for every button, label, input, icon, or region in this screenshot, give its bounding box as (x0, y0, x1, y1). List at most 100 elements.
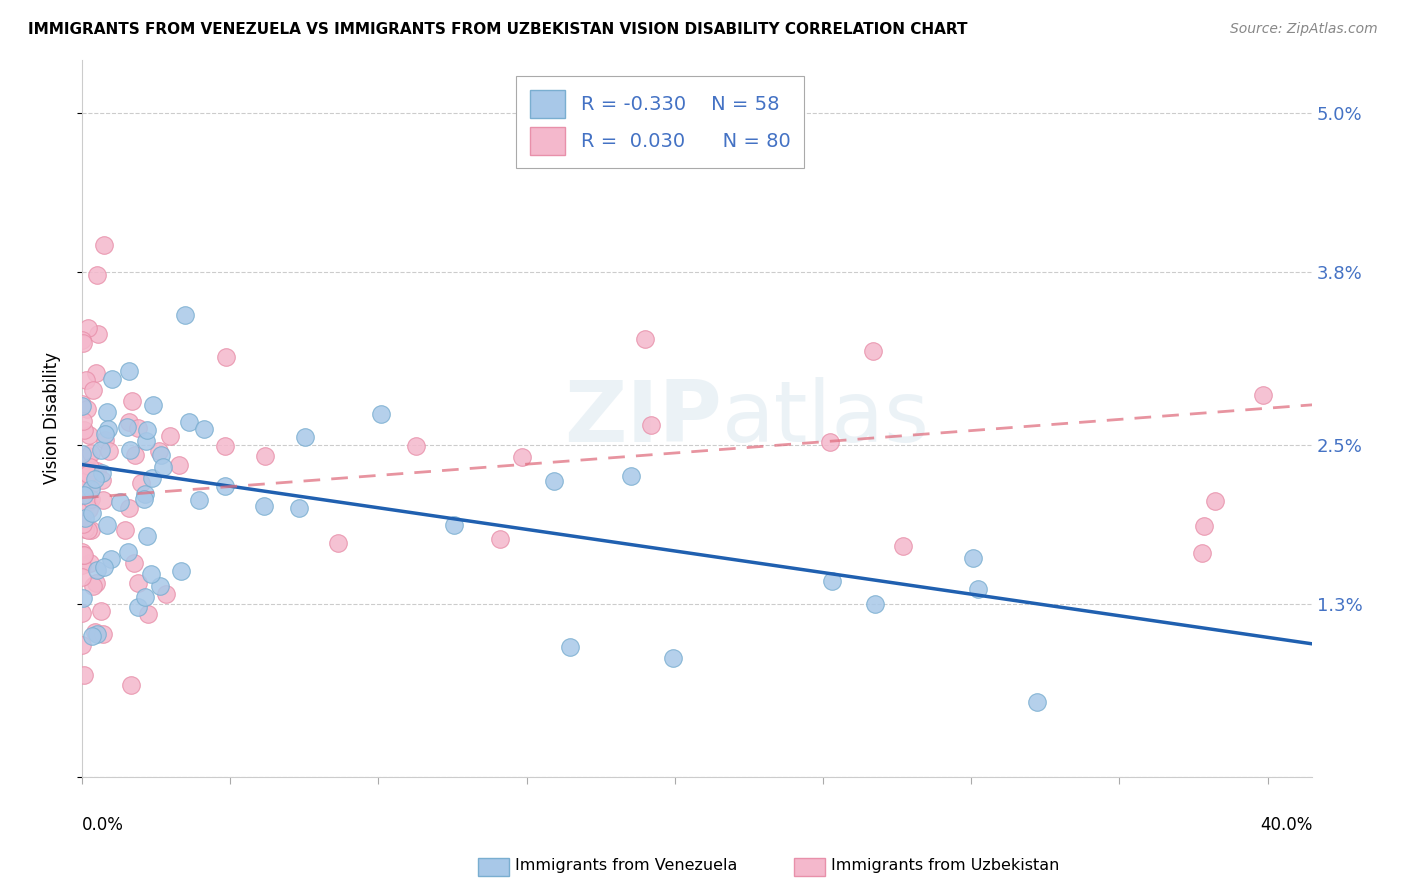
Point (96, 517, 118, 532)
Point (962, 551, 984, 566)
Point (70, 606, 93, 620)
Point (82, 506, 104, 520)
Point (73, 668, 96, 682)
Point (136, 529, 159, 543)
Point (82, 383, 104, 397)
Point (72, 414, 94, 428)
Point (127, 575, 149, 590)
Point (77, 449, 100, 463)
Point (152, 460, 174, 475)
Point (443, 517, 465, 532)
Point (188, 493, 211, 508)
Point (80, 445, 103, 459)
Point (149, 448, 172, 462)
Point (77, 501, 100, 516)
Point (73, 423, 96, 437)
Point (77, 467, 100, 481)
Point (135, 434, 157, 448)
Point (135, 423, 157, 437)
Point (77, 321, 100, 335)
Point (124, 448, 146, 462)
Point (662, 650, 685, 665)
Point (620, 469, 643, 483)
Point (177, 415, 200, 429)
Point (254, 450, 277, 464)
Point (149, 579, 172, 593)
Point (87, 326, 110, 341)
Point (155, 587, 177, 601)
Point (90, 604, 112, 618)
Point (98, 443, 121, 458)
Point (70, 447, 93, 461)
Point (72, 544, 94, 558)
Point (84, 576, 107, 591)
Point (1251, 387, 1274, 401)
Point (100, 551, 122, 566)
Point (80, 629, 103, 643)
Y-axis label: Vision Disability: Vision Disability (44, 352, 60, 484)
Point (86, 465, 108, 479)
Point (818, 434, 841, 449)
Point (86, 627, 108, 641)
Point (215, 350, 238, 364)
Point (127, 599, 149, 614)
Point (142, 398, 165, 412)
Point (405, 439, 427, 453)
Point (82, 476, 104, 491)
Point (489, 532, 512, 546)
Point (170, 564, 193, 578)
Point (70, 468, 93, 483)
Point (862, 344, 884, 359)
Point (70, 570, 93, 584)
Point (101, 371, 124, 385)
Point (93, 427, 115, 442)
Point (77, 467, 100, 482)
Point (80, 472, 103, 486)
Point (821, 574, 844, 589)
Point (115, 420, 138, 434)
Point (72, 333, 94, 347)
Point (118, 501, 141, 516)
Point (214, 439, 236, 453)
Text: Immigrants from Venezuela: Immigrants from Venezuela (515, 858, 737, 872)
Point (70, 638, 93, 652)
Text: atlas: atlas (721, 376, 929, 459)
Text: ZIP: ZIP (564, 376, 721, 459)
Point (70, 558, 93, 573)
Point (134, 591, 156, 605)
Point (370, 407, 392, 421)
Point (1204, 493, 1226, 508)
Point (134, 487, 156, 501)
Point (94, 433, 117, 447)
Point (84, 366, 107, 380)
Point (108, 494, 131, 508)
Point (73, 488, 96, 502)
Point (634, 332, 657, 346)
Point (141, 471, 163, 485)
Point (72, 548, 94, 562)
Point (966, 582, 988, 597)
Point (893, 539, 915, 553)
Point (543, 475, 565, 489)
Point (84, 471, 107, 485)
Point (86, 563, 108, 577)
Point (253, 499, 276, 513)
Point (80, 491, 103, 506)
Point (141, 566, 163, 581)
Point (70, 397, 93, 411)
Point (80, 483, 103, 497)
Point (159, 429, 181, 443)
Point (93, 560, 115, 574)
Point (72, 516, 94, 531)
Point (90, 442, 112, 457)
Point (136, 607, 159, 621)
Point (328, 536, 350, 550)
Point (73, 510, 96, 524)
Point (640, 417, 662, 432)
Legend: R = -0.330    N = 58, R =  0.030      N = 80: R = -0.330 N = 58, R = 0.030 N = 80 (516, 77, 804, 169)
Text: Immigrants from Uzbekistan: Immigrants from Uzbekistan (831, 858, 1059, 872)
Point (560, 640, 582, 655)
Point (82, 578, 104, 592)
Point (77, 428, 100, 442)
Point (193, 422, 215, 436)
